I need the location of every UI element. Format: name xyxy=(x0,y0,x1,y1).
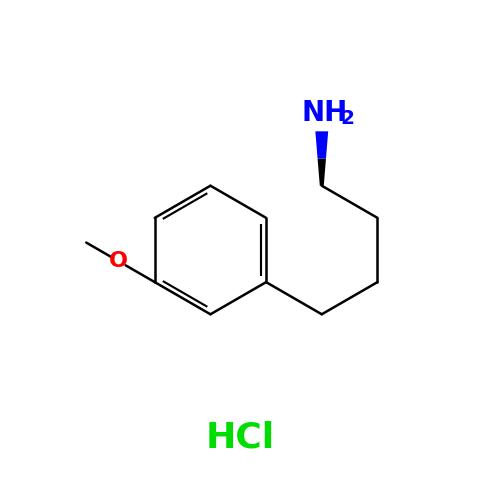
Polygon shape xyxy=(316,132,328,158)
Text: O: O xyxy=(109,251,128,271)
Text: 2: 2 xyxy=(340,109,354,128)
Text: NH: NH xyxy=(301,98,348,126)
Polygon shape xyxy=(318,158,326,186)
Text: HCl: HCl xyxy=(206,421,274,455)
